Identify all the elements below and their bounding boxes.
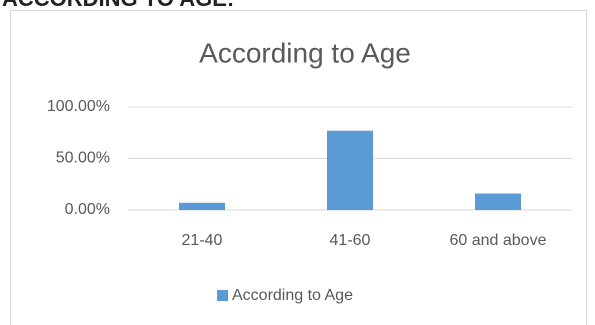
chart-frame <box>10 10 587 325</box>
legend-label: According to Age <box>232 287 353 304</box>
bar <box>475 193 521 210</box>
page-heading: ACCORDING TO AGE: <box>2 0 234 11</box>
y-tick-label: 100.00% <box>47 98 110 115</box>
chart-title: According to Age <box>199 37 411 68</box>
y-tick-label: 50.00% <box>56 150 110 167</box>
legend-swatch <box>217 290 228 301</box>
x-tick-label: 60 and above <box>450 232 547 249</box>
bar <box>327 130 373 210</box>
bar <box>179 202 225 210</box>
y-tick-label: 0.00% <box>65 201 110 218</box>
x-tick-label: 41-60 <box>330 232 371 249</box>
x-tick-label: 21-40 <box>182 232 223 249</box>
